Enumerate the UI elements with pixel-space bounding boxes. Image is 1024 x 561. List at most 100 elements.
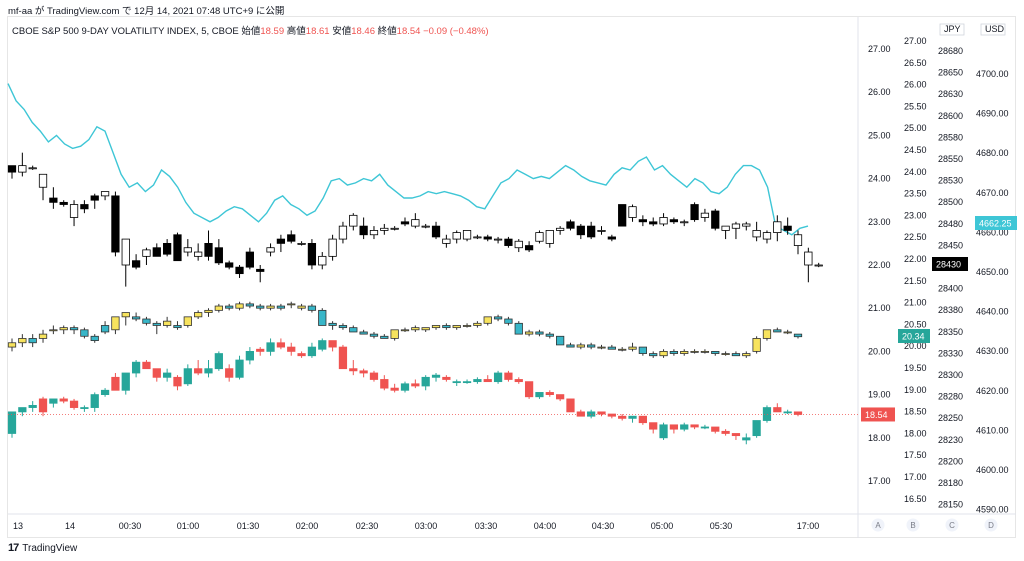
jpy-candle bbox=[638, 219, 647, 223]
yellow-candle bbox=[576, 344, 585, 348]
yellow-candle bbox=[204, 309, 213, 313]
jpy-candle bbox=[628, 206, 637, 218]
time-tick-label: 05:00 bbox=[651, 521, 674, 531]
axis-d-tick: 4600.00 bbox=[976, 465, 1009, 475]
vix9d-candle bbox=[121, 372, 130, 391]
yellow-candle bbox=[587, 344, 596, 348]
vix9d-candle bbox=[349, 368, 358, 372]
vix9d-candle bbox=[131, 361, 141, 374]
vix9d-candle bbox=[204, 368, 213, 374]
jpy-candle bbox=[380, 227, 389, 231]
vix9d-candle bbox=[638, 415, 647, 424]
jpy-candle bbox=[452, 232, 461, 240]
jpy-candle bbox=[307, 242, 317, 266]
time-tick-label: 00:30 bbox=[119, 521, 142, 531]
vix9d-candle bbox=[328, 340, 337, 348]
yellow-candle bbox=[731, 353, 741, 357]
yellow-candle bbox=[659, 350, 668, 357]
footer: 17 TradingView bbox=[8, 542, 77, 554]
axis-d-tick: 4650.00 bbox=[976, 267, 1009, 277]
jpy-candle bbox=[762, 232, 772, 240]
jpy-candle bbox=[359, 225, 368, 236]
axis-b-tick: 23.50 bbox=[904, 189, 927, 199]
usd-line bbox=[7, 83, 809, 236]
jpy-candle bbox=[338, 225, 348, 240]
jpy-candle bbox=[566, 221, 575, 229]
yellow-candle bbox=[245, 303, 254, 307]
axis-a-tick: 26.00 bbox=[868, 87, 891, 97]
axis-a-tick: 20.00 bbox=[868, 346, 891, 356]
yellow-candle bbox=[194, 312, 203, 318]
vix9d-candle bbox=[421, 376, 430, 387]
vix9d-candle bbox=[431, 374, 441, 378]
jpy-candle bbox=[690, 204, 699, 221]
axis-c-tick: 28250 bbox=[938, 413, 963, 423]
close-label: 終値 bbox=[377, 26, 397, 37]
axis-b-tick: 26.00 bbox=[904, 80, 927, 90]
close-value: 18.54 bbox=[396, 26, 421, 37]
axis-b-tick: 17.50 bbox=[904, 450, 927, 460]
vix9d-candle bbox=[400, 383, 410, 391]
usd-unit-label: USD bbox=[985, 24, 1005, 34]
price-tag-text: 18.54 bbox=[865, 410, 888, 420]
yellow-candle bbox=[556, 335, 565, 346]
axis-c-tick: 28480 bbox=[938, 219, 963, 229]
axis-d-tick: 4590.00 bbox=[976, 505, 1009, 515]
vix9d-candle bbox=[338, 346, 348, 370]
yellow-candle bbox=[235, 303, 244, 309]
axis-b-tick: 25.50 bbox=[904, 101, 927, 111]
high-label: 高値 bbox=[286, 26, 306, 37]
jpy-candle bbox=[669, 219, 679, 223]
yellow-candle bbox=[100, 325, 110, 333]
yellow-candle bbox=[514, 322, 523, 335]
price-tag-text: 20.34 bbox=[902, 332, 925, 342]
yellow-candle bbox=[504, 318, 513, 324]
jpy-candle bbox=[173, 234, 182, 262]
yellow-candle bbox=[131, 316, 141, 320]
yellow-candle bbox=[411, 327, 420, 331]
axis-d-tick: 4620.00 bbox=[976, 386, 1009, 396]
axis-d-tick: 4660.00 bbox=[976, 227, 1009, 237]
axis-b-tick: 18.00 bbox=[904, 428, 927, 438]
axis-c-tick: 28680 bbox=[938, 46, 963, 56]
jpy-candle bbox=[400, 221, 410, 225]
time-tick-label: 02:00 bbox=[296, 521, 319, 531]
axis-b-tick: 27.00 bbox=[904, 36, 927, 46]
axis-c-tick: 28580 bbox=[938, 132, 963, 142]
axis-b-tick: 26.50 bbox=[904, 58, 927, 68]
jpy-candle bbox=[163, 242, 172, 255]
vix9d-candle bbox=[545, 392, 554, 396]
axis-badge-label: D bbox=[988, 521, 994, 530]
vix9d-candle bbox=[700, 426, 710, 429]
jpy-candle bbox=[711, 210, 720, 229]
axis-c-tick: 28400 bbox=[938, 284, 963, 294]
jpy-candle bbox=[721, 225, 730, 231]
yellow-candle bbox=[783, 331, 792, 334]
vix9d-candle bbox=[390, 387, 399, 391]
jpy-candle bbox=[618, 204, 627, 227]
brand-name: TradingView bbox=[22, 542, 78, 554]
vix9d-candle bbox=[49, 398, 58, 404]
chart-frame[interactable] bbox=[7, 16, 1016, 538]
jpy-unit-box bbox=[939, 23, 965, 36]
price-tag-text: 4662.25 bbox=[979, 219, 1012, 229]
yellow-candle bbox=[307, 305, 317, 311]
axis-d-tick: 4610.00 bbox=[976, 425, 1009, 435]
jpy-candle bbox=[214, 247, 223, 264]
vix9d-candle bbox=[524, 381, 534, 398]
yellow-candle bbox=[59, 327, 68, 331]
axis-badge-a bbox=[871, 518, 885, 532]
jpy-candle bbox=[349, 214, 358, 227]
axis-a-tick: 18.00 bbox=[868, 433, 891, 443]
axis-c-tick: 28300 bbox=[938, 370, 963, 380]
axis-b-tick: 22.50 bbox=[904, 232, 927, 242]
vix9d-candle bbox=[514, 379, 523, 383]
jpy-candle bbox=[225, 262, 234, 268]
jpy-candle bbox=[773, 221, 782, 234]
yellow-candle bbox=[669, 350, 679, 354]
vix9d-candle bbox=[111, 376, 120, 391]
symbol-name: CBOE S&P 500 9-DAY VOLATILITY INDEX, 5, … bbox=[12, 26, 239, 37]
axis-a-tick: 17.00 bbox=[868, 476, 891, 486]
high-value: 18.61 bbox=[305, 26, 330, 37]
